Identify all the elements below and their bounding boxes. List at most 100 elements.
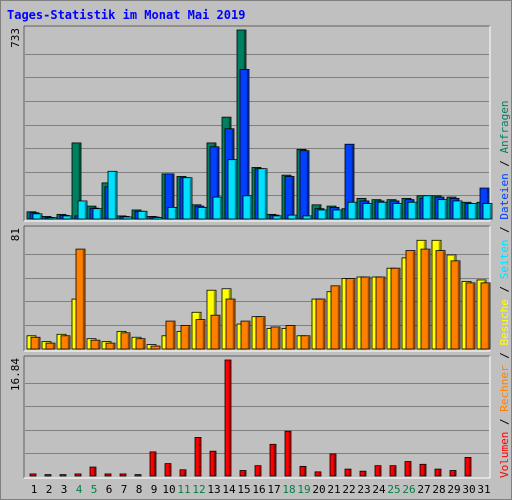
bar-rechner [165, 320, 176, 350]
x-tick-label: 8 [136, 483, 143, 496]
x-tick-label: 13 [207, 483, 220, 496]
x-tick-label: 5 [91, 483, 98, 496]
x-tick-label: 12 [192, 483, 205, 496]
bar-volumen [194, 437, 202, 477]
bar-volumen [104, 473, 112, 477]
bar-seiten [182, 177, 193, 220]
bar-rechner [90, 339, 101, 350]
x-tick-label: 22 [342, 483, 355, 496]
bar-volumen [419, 463, 427, 477]
legend-part: Besuche [498, 299, 511, 345]
bar-seiten [47, 217, 58, 220]
bar-volumen [134, 474, 142, 477]
bar-rechner [135, 338, 146, 350]
x-tick-label: 27 [417, 483, 430, 496]
x-tick-label: 10 [162, 483, 175, 496]
bar-rechner [375, 276, 386, 350]
bar-rechner [390, 267, 401, 350]
x-tick-label: 7 [121, 483, 128, 496]
bar-rechner [285, 325, 296, 350]
bar-volumen [149, 451, 157, 477]
legend-part: / [498, 220, 511, 240]
bar-volumen [209, 450, 217, 477]
bar-volumen [29, 473, 37, 477]
x-tick-label: 6 [106, 483, 113, 496]
legend-part: / [498, 153, 511, 173]
panel-bottom: 16.84 [9, 355, 491, 479]
bar-volumen [374, 465, 382, 477]
x-tick-label: 20 [312, 483, 325, 496]
bar-volumen [164, 463, 172, 477]
bar-rechner [240, 320, 251, 350]
bar-seiten [137, 210, 148, 220]
bar-rechner [300, 335, 311, 350]
bar-rechner [405, 250, 416, 350]
bar-rechner [105, 342, 116, 350]
bar-seiten [482, 203, 493, 220]
bar-volumen [314, 471, 322, 477]
bar-volumen [254, 465, 262, 477]
bar-rechner [465, 282, 476, 350]
legend-part: / [498, 279, 511, 299]
legend-part: / [498, 412, 511, 432]
x-tick-label: 30 [462, 483, 475, 496]
bar-rechner [420, 248, 431, 350]
axis-max-label: 16.84 [9, 358, 22, 391]
bar-rechner [30, 336, 41, 350]
bar-volumen [329, 453, 337, 477]
bar-rechner [435, 250, 446, 350]
x-tick-label: 23 [357, 483, 370, 496]
legend-part: Volumen [498, 432, 511, 478]
bar-rechner [225, 298, 236, 350]
bar-rechner [450, 260, 461, 350]
bar-volumen [119, 473, 127, 477]
bar-rechner [60, 335, 71, 350]
axis-max-label: 81 [9, 228, 22, 241]
right-series-legend: Volumen / Rechner / Besuche / Seiten / D… [498, 100, 511, 478]
x-tick-label: 26 [402, 483, 415, 496]
x-tick-label: 3 [61, 483, 68, 496]
bar-rechner [150, 345, 161, 350]
bar-volumen [269, 443, 277, 477]
x-tick-label: 11 [177, 483, 190, 496]
x-tick-label: 1 [31, 483, 38, 496]
bar-rechner [120, 332, 131, 350]
bar-volumen [299, 465, 307, 477]
bar-rechner [270, 326, 281, 350]
legend-part: Anfragen [498, 100, 511, 153]
x-tick-label: 14 [222, 483, 236, 496]
bar-seiten [152, 217, 163, 220]
bar-rechner [345, 278, 356, 350]
bar-volumen [44, 474, 52, 477]
x-tick-label: 28 [432, 483, 445, 496]
axis-max-label: 733 [9, 28, 22, 48]
bar-volumen [239, 470, 247, 477]
x-tick-label: 25 [387, 483, 400, 496]
bar-rechner [195, 319, 206, 350]
x-tick-label: 29 [447, 483, 460, 496]
bar-seiten [257, 168, 268, 220]
x-tick-label: 4 [76, 483, 83, 496]
panel-middle: 81 [9, 225, 491, 352]
bar-volumen [59, 474, 67, 477]
bar-rechner [75, 248, 86, 350]
legend-part: Rechner [498, 365, 511, 412]
legend-part: / [498, 346, 511, 366]
x-tick-label: 9 [151, 483, 158, 496]
legend-part: Seiten [498, 240, 511, 280]
bar-volumen [179, 469, 187, 477]
bar-rechner [180, 325, 191, 350]
bar-rechner [480, 282, 491, 350]
bar-seiten [122, 216, 133, 220]
bar-rechner [45, 342, 56, 350]
x-tick-label: 17 [267, 483, 280, 496]
bar-volumen [359, 470, 367, 477]
bar-rechner [360, 276, 371, 350]
panel-top: 733 [9, 25, 493, 222]
x-tick-label: 15 [237, 483, 250, 496]
bar-volumen [434, 468, 442, 477]
bar-volumen [464, 457, 472, 477]
bar-volumen [344, 468, 352, 477]
